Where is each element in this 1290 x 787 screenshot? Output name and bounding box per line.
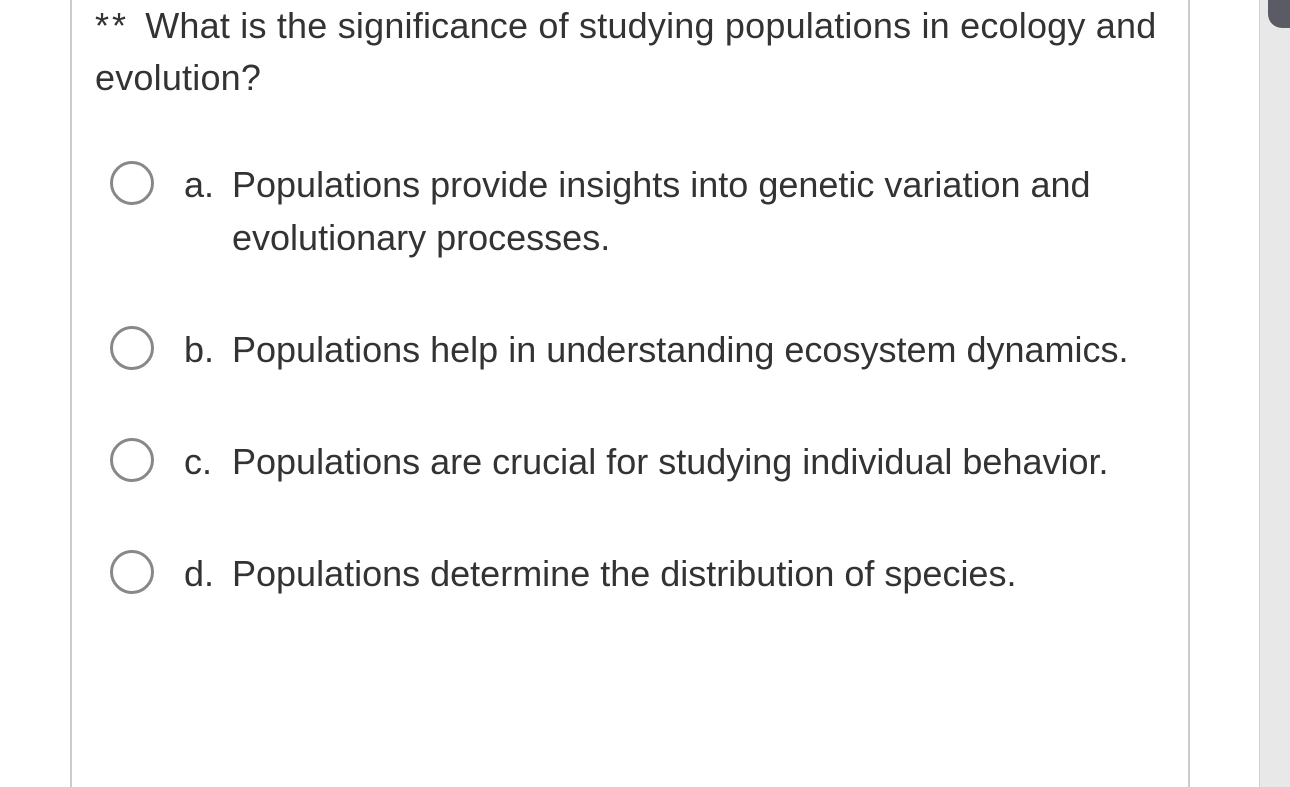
option-b[interactable]: b. Populations help in understanding eco… — [110, 324, 1165, 376]
option-text: Populations help in understanding ecosys… — [232, 324, 1165, 376]
radio-icon[interactable] — [110, 161, 154, 205]
option-letter: d. — [184, 548, 232, 600]
radio-icon[interactable] — [110, 550, 154, 594]
option-a[interactable]: a. Populations provide insights into gen… — [110, 159, 1165, 263]
option-letter: c. — [184, 436, 232, 488]
option-d[interactable]: d. Populations determine the distributio… — [110, 548, 1165, 600]
options-list: a. Populations provide insights into gen… — [95, 159, 1165, 600]
question-prefix: ** — [95, 5, 129, 46]
question-content: ** What is the significance of studying … — [95, 0, 1165, 600]
option-text: Populations are crucial for studying ind… — [232, 436, 1165, 488]
card-border-right — [1188, 0, 1190, 787]
option-text: Populations provide insights into geneti… — [232, 159, 1165, 263]
option-body: d. Populations determine the distributio… — [184, 548, 1165, 600]
question-text: ** What is the significance of studying … — [95, 0, 1165, 104]
option-body: c. Populations are crucial for studying … — [184, 436, 1165, 488]
option-letter: a. — [184, 159, 232, 211]
option-text: Populations determine the distribution o… — [232, 548, 1165, 600]
option-letter: b. — [184, 324, 232, 376]
card-border-left — [70, 0, 72, 787]
option-c[interactable]: c. Populations are crucial for studying … — [110, 436, 1165, 488]
side-tab[interactable] — [1268, 0, 1290, 28]
option-body: b. Populations help in understanding eco… — [184, 324, 1165, 376]
question-card: ** What is the significance of studying … — [0, 0, 1260, 787]
radio-icon[interactable] — [110, 438, 154, 482]
option-body: a. Populations provide insights into gen… — [184, 159, 1165, 263]
radio-icon[interactable] — [110, 326, 154, 370]
question-body: What is the significance of studying pop… — [95, 5, 1156, 98]
